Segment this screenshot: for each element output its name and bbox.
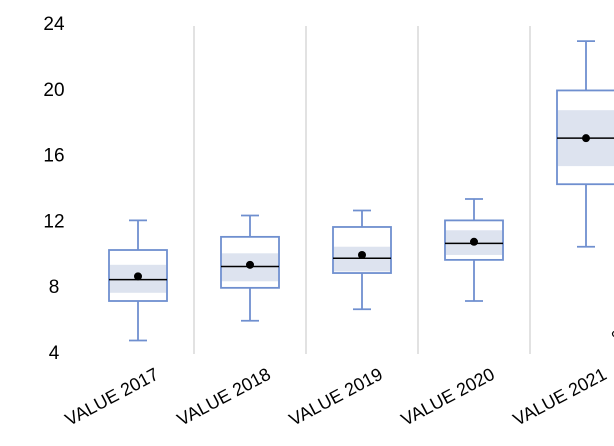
box-3 (332, 209, 392, 311)
y-axis: 4 8 12 16 20 24 (43, 14, 65, 364)
boxes-layer (108, 40, 614, 342)
x-category-label: VALUE 2018 (174, 364, 274, 430)
mean-marker (358, 250, 366, 259)
y-tick-label: 16 (43, 146, 64, 167)
box-2 (220, 214, 280, 322)
x-category-label: VALUE 2017 (62, 364, 162, 430)
mean-marker (582, 134, 590, 143)
x-category-label: VALUE 2019 (286, 364, 386, 430)
box-1 (108, 219, 168, 342)
x-category-label: VALUE 2021 (510, 364, 610, 430)
y-tick-label: 4 (49, 343, 60, 364)
outlier-point (611, 330, 614, 337)
mean-marker (246, 260, 254, 269)
x-axis: VALUE 2017 VALUE 2018 VALUE 2019 VALUE 2020… (62, 364, 610, 430)
median-confidence-band (334, 246, 390, 272)
x-category-label: VALUE 2020 (398, 364, 498, 430)
mean-marker (134, 272, 142, 281)
category-separators (193, 26, 531, 354)
y-tick-label: 12 (43, 211, 64, 232)
mean-marker (470, 237, 478, 246)
y-tick-label: 20 (43, 80, 64, 101)
y-tick-label: 24 (43, 14, 65, 35)
box-4 (444, 198, 504, 302)
y-tick-label: 8 (49, 277, 60, 298)
box-5 (556, 40, 614, 337)
